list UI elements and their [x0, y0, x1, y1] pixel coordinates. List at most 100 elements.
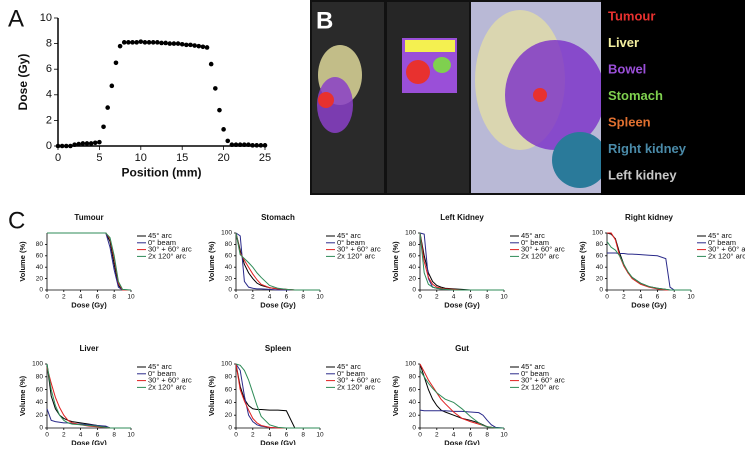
legend-label: 45° arc	[708, 231, 732, 240]
legend-label: 45° arc	[337, 362, 361, 371]
x-axis-label: Dose (Gy)	[260, 439, 296, 445]
data-point	[134, 40, 139, 45]
data-point	[150, 40, 156, 45]
y-tick-label: 80	[225, 374, 233, 381]
x-tick-label: 4	[79, 432, 83, 439]
y-tick-label: 0	[46, 140, 52, 152]
y-tick-label: 8	[46, 38, 52, 50]
y-tick-label: 40	[225, 399, 233, 406]
data-point	[109, 83, 115, 89]
x-tick-label: 6	[96, 294, 100, 301]
legend-label: 30° + 60° arc	[337, 245, 381, 254]
data-point	[221, 127, 226, 132]
y-tick-label: 60	[409, 253, 417, 260]
series-line	[607, 232, 691, 291]
y-tick-label: 60	[409, 386, 417, 393]
series-line	[419, 409, 505, 429]
x-tick-label: 4	[452, 432, 456, 439]
series-line	[419, 370, 504, 429]
data-point	[113, 60, 119, 66]
data-point	[142, 40, 148, 45]
data-point	[192, 43, 197, 48]
data-point	[225, 138, 231, 144]
x-axis-label: Dose (Gy)	[631, 301, 667, 310]
data-point	[179, 41, 185, 47]
series-line	[419, 232, 504, 291]
x-tick-label: 4	[639, 294, 643, 301]
x-tick-label: 10	[316, 432, 324, 439]
x-tick-label: 10	[127, 432, 135, 439]
chart-title: Stomach	[261, 213, 295, 222]
series-line	[47, 232, 132, 291]
data-point	[126, 40, 131, 45]
x-tick-label: 0	[605, 294, 609, 301]
data-point	[146, 40, 152, 45]
data-point	[84, 141, 90, 146]
data-point	[155, 40, 160, 45]
x-tick-label: 8	[672, 294, 676, 301]
x-axis-label: Dose (Gy)	[71, 301, 107, 310]
x-tick-label: 4	[268, 294, 272, 301]
legend-label: 2x 120° arc	[148, 251, 186, 260]
chart-title: Spleen	[265, 344, 291, 353]
series-line	[235, 363, 320, 429]
chart-title: Tumour	[74, 213, 103, 222]
data-point	[101, 124, 106, 130]
x-axis-label: Position (mm)	[122, 165, 202, 179]
y-tick-label: 20	[596, 275, 604, 282]
series-line	[235, 363, 320, 429]
x-axis-label: Dose (Gy)	[444, 301, 480, 310]
y-tick-label: 100	[405, 230, 416, 237]
chart: 0 2 4 6 8 10 0 20 40 60 80 Tumour Dose (Gy) Volume (%…	[18, 213, 192, 310]
y-axis-label: Volume (%)	[207, 375, 216, 416]
ct-slice	[387, 2, 469, 193]
x-tick-label: 6	[656, 294, 660, 301]
legend-label: 0° beam	[521, 238, 549, 247]
x-tick-label: 2	[62, 294, 66, 301]
series-line	[235, 232, 320, 291]
x-tick-label: 2	[62, 432, 66, 439]
legend-label: 0° beam	[337, 238, 365, 247]
series-line	[46, 367, 131, 429]
organ	[317, 77, 353, 133]
data-point	[250, 143, 255, 148]
series-line	[606, 241, 691, 291]
x-tick-label: 0	[45, 294, 49, 301]
legend-label: 30° + 60° arc	[337, 376, 381, 385]
y-tick-label: 10	[40, 12, 52, 24]
legend-label: 0° beam	[521, 369, 549, 378]
legend-label: 45° arc	[148, 362, 172, 371]
y-tick-label: 0	[412, 287, 416, 294]
y-tick-label: 100	[221, 230, 232, 237]
x-tick-label: 4	[79, 294, 83, 301]
y-axis-label: Volume (%)	[391, 375, 400, 416]
legend-label: 0° beam	[148, 238, 176, 247]
chart-title: Left Kidney	[440, 213, 484, 222]
y-tick-label: 0	[599, 287, 603, 294]
data-point	[167, 41, 173, 46]
y-tick-label: 100	[32, 361, 43, 368]
x-tick-label: 8	[112, 294, 116, 301]
data-point	[204, 45, 210, 50]
data-point	[159, 40, 164, 46]
y-axis-label: Dose (Gy)	[16, 54, 30, 111]
y-tick-label: 100	[592, 230, 603, 237]
x-tick-label: 2	[251, 294, 255, 301]
y-tick-label: 6	[46, 63, 52, 75]
legend-label: 45° arc	[521, 231, 545, 240]
data-point	[175, 41, 181, 46]
y-tick-label: 20	[225, 412, 233, 419]
y-tick-label: 0	[412, 425, 416, 432]
chart-title: Gut	[455, 344, 469, 353]
legend-label: Spleen	[608, 114, 651, 129]
x-tick-label: 10	[135, 152, 147, 164]
data-point	[97, 139, 102, 145]
y-tick-label: 4	[46, 89, 52, 101]
x-axis-label: Dose (Gy)	[71, 439, 107, 445]
data-point	[92, 140, 98, 146]
data-point	[55, 143, 61, 149]
